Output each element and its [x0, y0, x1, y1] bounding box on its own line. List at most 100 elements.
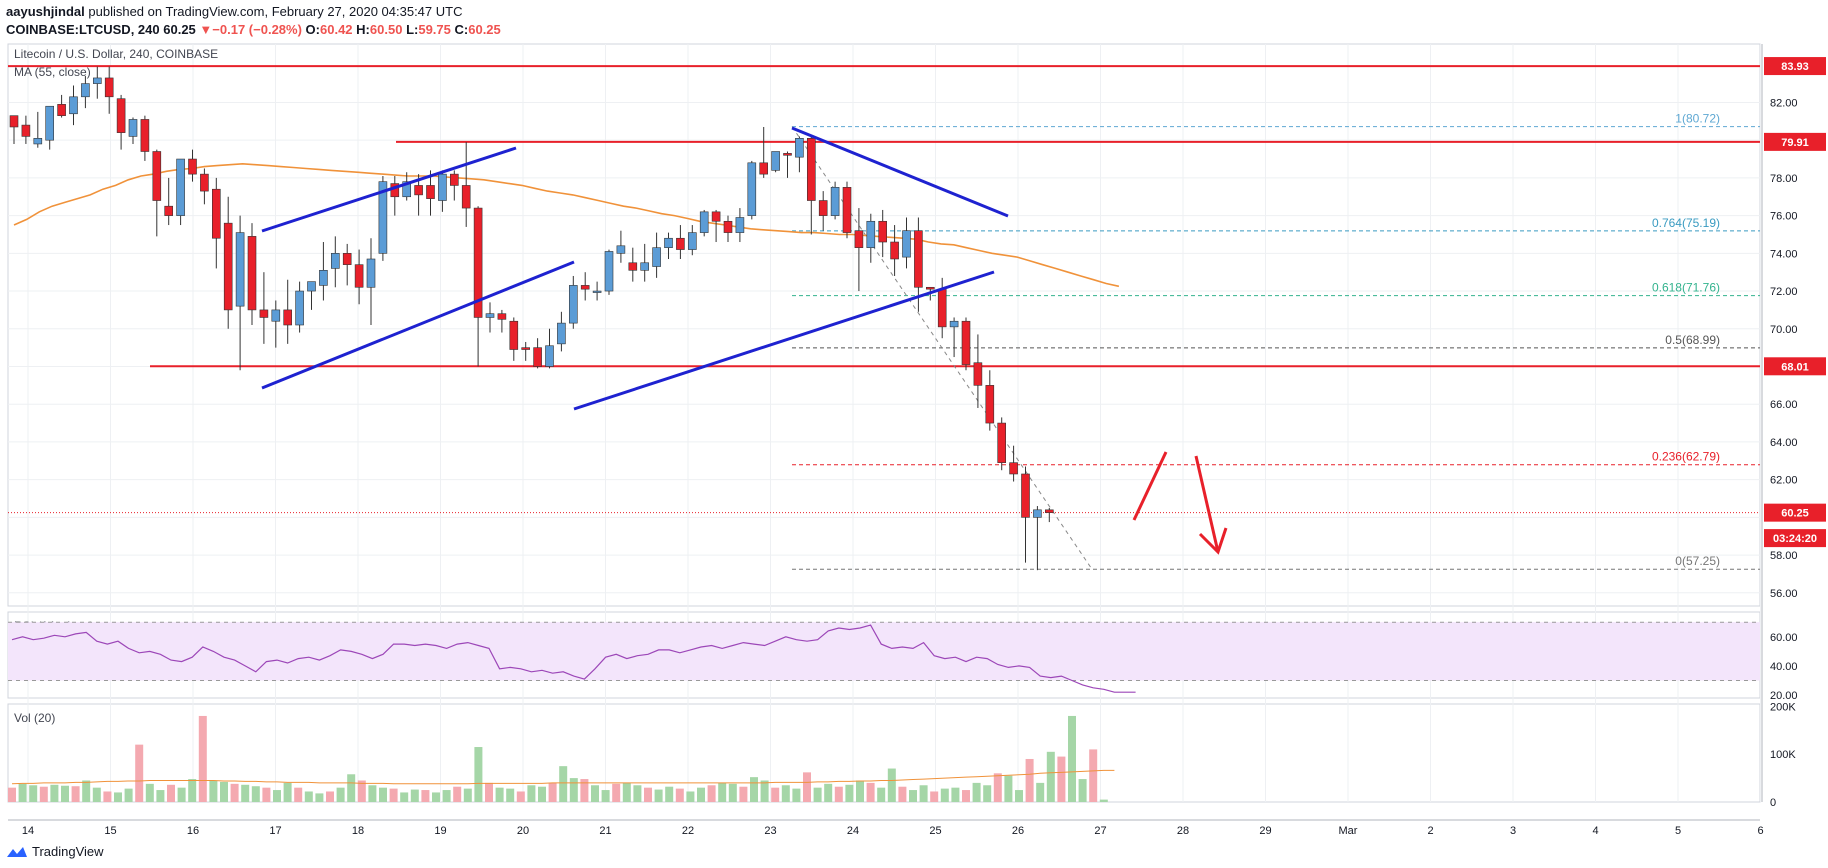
volume-bar	[866, 782, 875, 802]
candle-body	[854, 230, 864, 248]
volume-bar	[18, 783, 27, 802]
candle-body	[795, 137, 804, 158]
fibonacci-label: 0(57.25)	[1675, 554, 1720, 568]
candle-body	[81, 83, 90, 98]
footer-brand[interactable]: TradingView	[6, 844, 104, 859]
price-tag-label: 79.91	[1781, 137, 1809, 149]
x-tick-label: 21	[599, 825, 611, 837]
volume-bar	[315, 793, 324, 802]
volume-bar	[188, 779, 197, 802]
price-chart[interactable]: 14 15 16 17 18 19 20 21 22 23 24 25 26 27 28 29 Mar 2 3 4 5 6…	[0, 0, 1828, 840]
volume-bar	[750, 777, 758, 802]
ohlc-readout: COINBASE:LTCUSD, 240 60.25 ▼−0.17 (−0.28…	[6, 22, 501, 37]
volume-bar	[294, 787, 303, 802]
close-value: 60.25	[468, 22, 501, 37]
fibonacci-trend-line	[791, 126, 1093, 570]
volume-bar	[442, 790, 451, 802]
volume-bar	[410, 789, 419, 802]
volume-bar	[1036, 782, 1045, 802]
volume-bar	[1015, 790, 1023, 802]
candle-body	[973, 362, 983, 386]
volume-bar	[103, 791, 112, 802]
volume-bar	[8, 787, 16, 802]
volume-bar	[845, 784, 854, 802]
last-price: 60.25	[163, 22, 196, 37]
candle-body	[545, 345, 554, 367]
volume-bar	[1057, 756, 1066, 802]
volume-bar	[209, 780, 218, 802]
candle-body	[771, 151, 780, 171]
candle-body	[711, 211, 721, 222]
volume-bar	[686, 791, 695, 802]
candle-body	[235, 232, 245, 307]
author-name[interactable]: aayushjindal	[6, 4, 85, 19]
candle-body	[414, 185, 423, 196]
volume-bar	[538, 786, 546, 802]
y-tick-label: 70.00	[1770, 324, 1798, 336]
moving-average-line	[13, 162, 1120, 288]
candle-body	[866, 220, 876, 248]
volume-bar	[432, 792, 440, 802]
channel-trendline	[573, 270, 995, 411]
volume-bar	[962, 790, 970, 802]
publish-info: aayushjindal published on TradingView.co…	[6, 4, 462, 19]
candle-body	[676, 237, 685, 250]
candle-body	[878, 220, 888, 243]
candle-body	[307, 281, 316, 292]
price-tag	[1764, 57, 1826, 76]
y-tick-label: 78.00	[1770, 173, 1798, 185]
volume-bar	[792, 788, 801, 802]
y-tick-label: 76.00	[1770, 211, 1798, 223]
volume-bar	[50, 784, 59, 802]
volume-bar	[135, 744, 144, 802]
price-tag-label: 03:24:20	[1773, 533, 1817, 545]
volume-bar	[506, 788, 515, 802]
price-tag-label: 83.93	[1781, 61, 1809, 73]
candle-body	[687, 232, 697, 250]
volume-bar	[400, 792, 409, 802]
volume-bar	[71, 786, 80, 802]
candle-body	[783, 153, 792, 156]
candle-body	[93, 77, 102, 84]
volume-bar	[644, 787, 652, 802]
rsi-tick-label: 60.00	[1770, 632, 1798, 644]
candle-body	[640, 262, 650, 271]
volume-tick-label: 200K	[1770, 701, 1796, 713]
candle-body	[1033, 509, 1042, 518]
volume-bar	[1099, 799, 1108, 802]
candle-body	[259, 309, 269, 318]
fibonacci-label: 0.5(68.99)	[1665, 333, 1720, 347]
volume-bar	[283, 782, 292, 802]
x-tick-label: 26	[1012, 825, 1024, 837]
volume-bar	[697, 787, 705, 802]
candle-body	[140, 119, 150, 152]
candle-body	[461, 185, 471, 209]
volume-bar	[220, 781, 228, 802]
open-value: 60.42	[320, 22, 353, 37]
x-tick-label: 2	[1427, 825, 1433, 837]
projection-up-arrow	[1132, 451, 1168, 521]
candle-body	[997, 422, 1007, 463]
change-arrow-icon: ▼	[199, 22, 213, 37]
candle-body	[533, 347, 542, 367]
x-tick-label: 6	[1757, 825, 1763, 837]
main-pane	[7, 43, 1761, 607]
x-tick-label: Mar	[1339, 825, 1358, 837]
volume-bar	[951, 787, 960, 802]
candle-body	[200, 173, 209, 192]
projection-arrow-head	[1198, 527, 1228, 555]
candle-body	[961, 320, 971, 365]
volume-bar	[145, 783, 154, 802]
candle-body	[188, 158, 197, 175]
volume-bar	[580, 779, 589, 802]
candle-body	[568, 285, 578, 324]
volume-bar	[114, 792, 122, 802]
volume-pane	[7, 703, 1761, 803]
rsi-band	[8, 622, 1760, 681]
candle-body	[319, 270, 328, 286]
x-tick-label: 16	[187, 825, 199, 837]
volume-bar	[495, 787, 504, 802]
candle-body	[925, 286, 935, 290]
x-tick-label: 4	[1592, 825, 1598, 837]
candle-body	[33, 137, 43, 145]
